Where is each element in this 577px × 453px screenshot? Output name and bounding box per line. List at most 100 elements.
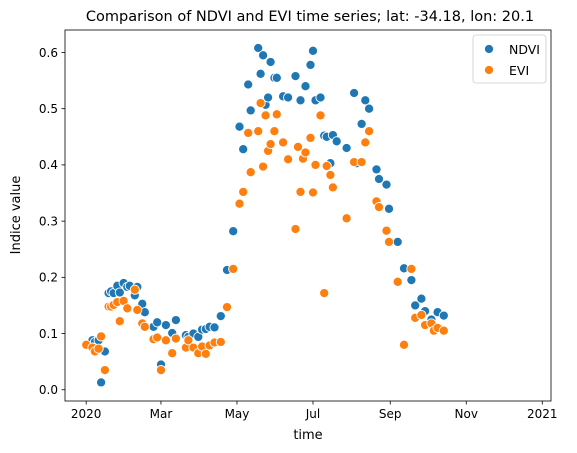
evi-point bbox=[325, 169, 336, 181]
evi-point bbox=[243, 127, 254, 138]
y-tick-label: 0.0 bbox=[39, 383, 58, 397]
evi-point bbox=[310, 159, 321, 170]
ndvi-point bbox=[253, 42, 264, 54]
evi-point bbox=[381, 225, 392, 236]
y-tick-label: 0.6 bbox=[39, 46, 58, 60]
evi-point bbox=[392, 276, 403, 287]
legend-marker-evi bbox=[483, 64, 495, 76]
evi-point bbox=[167, 348, 178, 359]
evi-point bbox=[228, 263, 239, 274]
evi-point bbox=[300, 147, 311, 158]
ndvi-point bbox=[305, 59, 316, 70]
ndvi-point bbox=[307, 45, 319, 56]
ndvi-point bbox=[383, 203, 395, 214]
evi-point bbox=[183, 335, 194, 346]
y-tick-label: 0.4 bbox=[39, 158, 58, 172]
evi-point bbox=[406, 263, 417, 274]
evi-point bbox=[152, 332, 163, 343]
plot-frame bbox=[64, 29, 552, 402]
evi-point bbox=[170, 333, 181, 344]
evi-point bbox=[271, 109, 282, 120]
legend: NDVI EVI bbox=[472, 34, 547, 84]
ndvi-point bbox=[170, 315, 181, 326]
ndvi-point bbox=[364, 103, 375, 114]
ndvi-point bbox=[209, 322, 220, 333]
ndvi-point bbox=[283, 92, 294, 103]
evi-point bbox=[99, 365, 110, 376]
evi-point bbox=[307, 187, 319, 198]
evi-point bbox=[114, 316, 125, 327]
ndvi-point bbox=[271, 72, 282, 83]
ndvi-point bbox=[245, 105, 256, 116]
evi-point bbox=[269, 126, 280, 137]
x-tick-label: 2020 bbox=[71, 407, 102, 421]
plot-area bbox=[81, 42, 449, 388]
ndvi-point bbox=[300, 81, 311, 92]
ndvi-point bbox=[373, 173, 385, 185]
evi-point bbox=[292, 141, 304, 152]
ndvi-point bbox=[438, 310, 449, 321]
evi-point bbox=[356, 157, 367, 168]
evi-point bbox=[260, 110, 271, 121]
ndvi-point bbox=[255, 68, 266, 79]
ndvi-point bbox=[416, 293, 427, 304]
evi-point bbox=[383, 236, 395, 247]
evi-point bbox=[265, 139, 276, 150]
series-ndvi bbox=[81, 42, 449, 388]
x-axis-ticks: 2020 Mar May Jul Sep Nov 2021 bbox=[71, 401, 558, 421]
ndvi-point bbox=[152, 317, 163, 328]
y-tick-label: 0.1 bbox=[39, 327, 58, 341]
ndvi-point bbox=[360, 95, 371, 106]
ndvi-point bbox=[114, 287, 125, 298]
x-tick-label: Sep bbox=[379, 407, 402, 421]
evi-point bbox=[139, 321, 150, 332]
x-tick-label: Jul bbox=[305, 407, 320, 421]
ndvi-point bbox=[160, 320, 171, 331]
evi-point bbox=[360, 137, 371, 148]
ndvi-point bbox=[295, 95, 306, 106]
evi-point bbox=[132, 304, 143, 315]
chart-title: Comparison of NDVI and EVI time series; … bbox=[86, 9, 534, 25]
y-tick-label: 0.5 bbox=[39, 102, 58, 116]
evi-point bbox=[315, 110, 326, 121]
evi-point bbox=[341, 213, 352, 224]
evi-point bbox=[373, 202, 385, 213]
evi-point bbox=[160, 335, 171, 346]
evi-point bbox=[253, 126, 264, 137]
evi-point bbox=[255, 98, 266, 109]
ndvi-point bbox=[341, 142, 352, 154]
ndvi-point bbox=[290, 71, 301, 82]
ndvi-point bbox=[315, 92, 326, 103]
ndvi-point bbox=[381, 179, 392, 190]
evi-point bbox=[416, 309, 427, 321]
ndvi-point bbox=[215, 311, 226, 322]
legend-label-evi: EVI bbox=[509, 63, 529, 78]
evi-point bbox=[122, 303, 133, 314]
ndvi-point bbox=[371, 164, 382, 175]
evi-point bbox=[234, 198, 245, 209]
evi-point bbox=[438, 325, 449, 336]
evi-point bbox=[96, 331, 107, 342]
ndvi-point bbox=[331, 136, 342, 147]
ndvi-point bbox=[356, 118, 367, 129]
x-tick-label: Nov bbox=[455, 407, 478, 421]
evi-point bbox=[327, 182, 338, 193]
evi-point bbox=[155, 365, 167, 376]
evi-point bbox=[245, 167, 256, 178]
ndvi-point bbox=[234, 121, 245, 132]
ndvi-point bbox=[263, 92, 274, 103]
evi-point bbox=[278, 137, 289, 148]
evi-point bbox=[258, 161, 269, 172]
x-tick-label: May bbox=[225, 407, 250, 421]
ndvi-point bbox=[228, 226, 239, 237]
series-evi bbox=[81, 98, 449, 376]
evi-point bbox=[398, 339, 410, 350]
evi-point bbox=[200, 348, 211, 359]
x-axis-label: time bbox=[293, 428, 322, 443]
y-axis-ticks: 0.0 0.1 0.2 0.3 0.4 0.5 0.6 bbox=[39, 46, 65, 397]
evi-point bbox=[221, 302, 233, 313]
legend-label-ndvi: NDVI bbox=[509, 42, 540, 57]
legend-marker-ndvi bbox=[483, 43, 495, 55]
evi-point bbox=[321, 160, 332, 172]
